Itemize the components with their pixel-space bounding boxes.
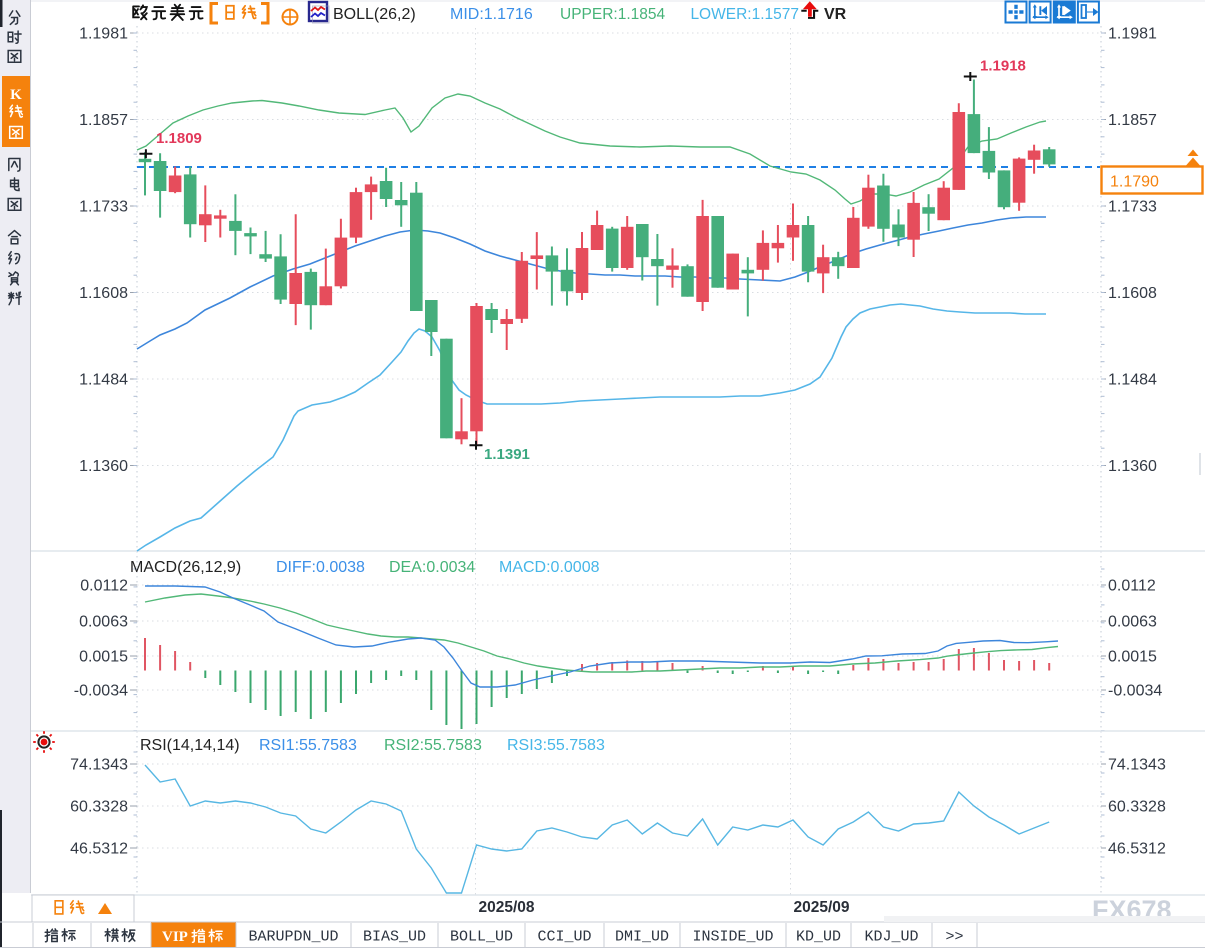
svg-text:2025/08: 2025/08	[479, 899, 535, 916]
svg-text:VIP: VIP	[162, 929, 188, 945]
svg-text:BOLL(26,2): BOLL(26,2)	[333, 6, 416, 23]
svg-text:RSI3:55.7583: RSI3:55.7583	[507, 737, 605, 754]
svg-text:1.1360: 1.1360	[1108, 458, 1157, 475]
svg-text:1.1360: 1.1360	[79, 458, 128, 475]
svg-text:1.1391: 1.1391	[484, 446, 530, 463]
svg-text:0.0063: 0.0063	[79, 614, 128, 631]
svg-text:0.0112: 0.0112	[80, 578, 128, 595]
svg-text:1.1484: 1.1484	[1108, 372, 1157, 389]
svg-text:74.1343: 74.1343	[70, 757, 128, 774]
svg-text:CCI_UD: CCI_UD	[537, 929, 591, 946]
svg-text:1.1733: 1.1733	[1108, 199, 1157, 216]
svg-text:0.0015: 0.0015	[79, 649, 128, 666]
svg-text:1.1608: 1.1608	[1108, 285, 1157, 302]
svg-text:LOWER:1.1577: LOWER:1.1577	[690, 6, 799, 23]
svg-text:1.1981: 1.1981	[1108, 26, 1157, 43]
svg-text:1.1857: 1.1857	[79, 112, 128, 129]
svg-text:VR: VR	[824, 6, 847, 23]
svg-text:1.1608: 1.1608	[79, 285, 128, 302]
svg-text:-0.0034: -0.0034	[1108, 683, 1162, 700]
svg-text:DIFF:0.0038: DIFF:0.0038	[276, 559, 365, 576]
svg-text:RSI1:55.7583: RSI1:55.7583	[259, 737, 357, 754]
svg-text:KD_UD: KD_UD	[796, 929, 841, 946]
svg-text:>>: >>	[945, 929, 963, 946]
svg-text:DMI_UD: DMI_UD	[615, 929, 669, 946]
svg-text:1.1809: 1.1809	[156, 130, 202, 147]
svg-text:60.3328: 60.3328	[1108, 799, 1166, 816]
svg-text:0.0015: 0.0015	[1108, 649, 1157, 666]
svg-text:74.1343: 74.1343	[1108, 757, 1166, 774]
svg-text:MACD:0.0008: MACD:0.0008	[499, 559, 600, 576]
svg-text:1.1857: 1.1857	[1108, 112, 1157, 129]
svg-text:-0.0034: -0.0034	[74, 683, 128, 700]
svg-text:2025/09: 2025/09	[794, 899, 850, 916]
svg-text:UPPER:1.1854: UPPER:1.1854	[560, 6, 665, 23]
svg-text:46.5312: 46.5312	[1108, 841, 1166, 858]
svg-text:BIAS_UD: BIAS_UD	[363, 929, 426, 946]
svg-text:1.1790: 1.1790	[1110, 174, 1159, 191]
svg-text:BARUPDN_UD: BARUPDN_UD	[248, 929, 338, 946]
svg-text:BOLL_UD: BOLL_UD	[450, 929, 513, 946]
svg-text:KDJ_UD: KDJ_UD	[864, 929, 918, 946]
svg-text:MID:1.1716: MID:1.1716	[450, 6, 533, 23]
svg-text:RSI(14,14,14): RSI(14,14,14)	[140, 737, 240, 754]
svg-text:RSI2:55.7583: RSI2:55.7583	[384, 737, 482, 754]
svg-text:1.1918: 1.1918	[980, 58, 1026, 75]
svg-text:60.3328: 60.3328	[70, 799, 128, 816]
svg-text:46.5312: 46.5312	[70, 841, 128, 858]
svg-text:1.1733: 1.1733	[79, 199, 128, 216]
svg-text:0.0112: 0.0112	[1108, 578, 1156, 595]
svg-text:K: K	[10, 87, 22, 103]
svg-text:0.0063: 0.0063	[1108, 614, 1157, 631]
svg-text:MACD(26,12,9): MACD(26,12,9)	[130, 559, 241, 576]
svg-text:1.1484: 1.1484	[79, 372, 128, 389]
svg-text:1.1981: 1.1981	[79, 26, 128, 43]
svg-text:DEA:0.0034: DEA:0.0034	[389, 559, 475, 576]
svg-text:INSIDE_UD: INSIDE_UD	[692, 929, 773, 946]
